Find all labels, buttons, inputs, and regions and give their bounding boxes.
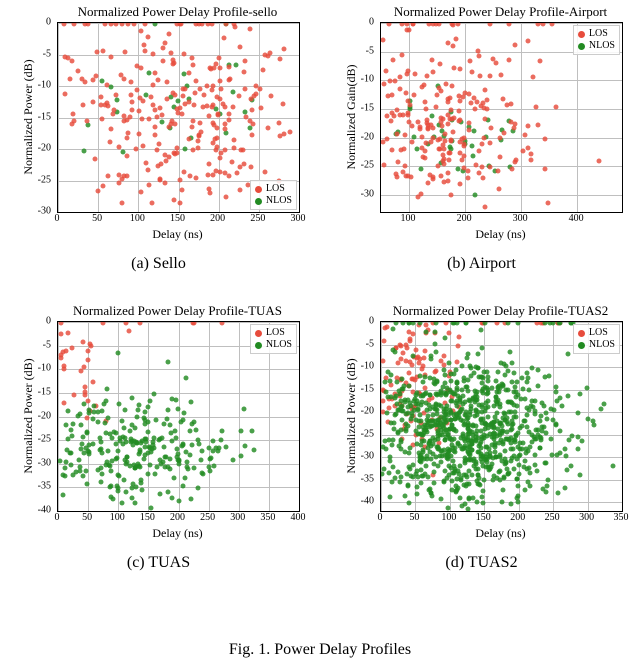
- nlos-legend-marker: [578, 43, 585, 50]
- xtick: 100: [110, 512, 125, 523]
- ytick: -35: [334, 473, 374, 484]
- xlabel: Delay (ns): [475, 526, 525, 541]
- xtick: 250: [250, 213, 265, 224]
- panel-grid: Normalized Power Delay Profile-selloLOSN…: [0, 0, 640, 572]
- legend: LOSNLOS: [573, 25, 620, 55]
- plot-box: Normalized Power Delay Profile-selloLOSN…: [11, 4, 306, 249]
- plot-title: Normalized Power Delay Profile-TUAS2: [380, 303, 621, 319]
- sub-caption: (a) Sello: [131, 255, 186, 273]
- ylabel: Normalized Gain(dB): [344, 64, 359, 169]
- xtick: 300: [291, 213, 306, 224]
- plot-box: Normalized Power Delay Profile-TUAS2LOSN…: [334, 303, 629, 548]
- plot-box: Normalized Power Delay Profile-TUAS LOSNL…: [11, 303, 306, 548]
- xtick: 0: [55, 512, 60, 523]
- xtick: 300: [579, 512, 594, 523]
- panel-tuas2: Normalized Power Delay Profile-TUAS2LOSN…: [329, 303, 634, 572]
- los-legend-marker: [255, 330, 262, 337]
- nlos-legend-marker: [255, 198, 262, 205]
- ytick: -5: [334, 45, 374, 56]
- plot-area: LOSNLOS: [380, 22, 623, 213]
- xtick: 350: [260, 512, 275, 523]
- page-root: Normalized Power Delay Profile-selloLOSN…: [0, 0, 640, 659]
- sub-caption: (c) TUAS: [127, 554, 190, 572]
- plot-title: Normalized Power Delay Profile-TUAS: [57, 303, 298, 319]
- panel-airport: Normalized Power Delay Profile-Airport LO…: [329, 4, 634, 273]
- ylabel: Normalized Power (dB): [21, 59, 36, 174]
- plot-box: Normalized Power Delay Profile-Airport LO…: [334, 4, 629, 249]
- legend: LOSNLOS: [250, 324, 297, 354]
- ytick: 0: [11, 316, 51, 327]
- xtick: 100: [130, 213, 145, 224]
- ytick: -25: [11, 174, 51, 185]
- xtick: 150: [140, 512, 155, 523]
- xtick: 150: [170, 213, 185, 224]
- xtick: 100: [441, 512, 456, 523]
- panel-sello: Normalized Power Delay Profile-selloLOSN…: [6, 4, 311, 273]
- ylabel: Normalized Power (dB): [21, 358, 36, 473]
- xtick: 50: [92, 213, 102, 224]
- nlos-legend-label: NLOS: [589, 339, 615, 351]
- figure-caption: Fig. 1. Power Delay Profiles: [229, 641, 411, 659]
- xtick: 200: [170, 512, 185, 523]
- plot-area: LOSNLOS: [380, 321, 623, 512]
- xlabel: Delay (ns): [152, 526, 202, 541]
- ytick: 0: [334, 316, 374, 327]
- ytick: 0: [11, 17, 51, 28]
- xtick: 200: [457, 213, 472, 224]
- nlos-legend-marker: [578, 342, 585, 349]
- los-legend-label: LOS: [589, 28, 608, 40]
- ytick: -35: [11, 481, 51, 492]
- xtick: 350: [614, 512, 629, 523]
- plot-title: Normalized Power Delay Profile-sello: [57, 4, 298, 20]
- nlos-legend-label: NLOS: [266, 195, 292, 207]
- xtick: 50: [409, 512, 419, 523]
- sub-caption: (d) TUAS2: [445, 554, 517, 572]
- xtick: 150: [476, 512, 491, 523]
- nlos-legend-marker: [255, 342, 262, 349]
- xtick: 50: [82, 512, 92, 523]
- xtick: 250: [545, 512, 560, 523]
- legend: LOSNLOS: [250, 180, 297, 210]
- xlabel: Delay (ns): [152, 227, 202, 242]
- ylabel: Normalized Power (dB): [344, 358, 359, 473]
- ytick: 0: [334, 17, 374, 28]
- plot-area: LOSNLOS: [57, 321, 300, 512]
- ytick: -5: [11, 48, 51, 59]
- los-legend-label: LOS: [266, 327, 285, 339]
- los-legend-marker: [578, 330, 585, 337]
- los-legend-marker: [255, 186, 262, 193]
- xtick: 400: [569, 213, 584, 224]
- nlos-legend-label: NLOS: [266, 339, 292, 351]
- xtick: 300: [513, 213, 528, 224]
- xtick: 0: [378, 512, 383, 523]
- plot-title: Normalized Power Delay Profile-Airport: [380, 4, 621, 20]
- ytick: -30: [11, 206, 51, 217]
- xtick: 200: [210, 213, 225, 224]
- xtick: 200: [510, 512, 525, 523]
- xtick: 0: [55, 213, 60, 224]
- panel-tuas: Normalized Power Delay Profile-TUAS LOSNL…: [6, 303, 311, 572]
- los-legend-label: LOS: [266, 183, 285, 195]
- sub-caption: (b) Airport: [447, 255, 516, 273]
- xtick: 400: [291, 512, 306, 523]
- legend: LOSNLOS: [573, 324, 620, 354]
- xtick: 100: [401, 213, 416, 224]
- ytick: -40: [334, 496, 374, 507]
- xtick: 300: [230, 512, 245, 523]
- ytick: -30: [334, 188, 374, 199]
- los-legend-label: LOS: [589, 327, 608, 339]
- ytick: -5: [11, 339, 51, 350]
- xtick: 250: [200, 512, 215, 523]
- ytick: -40: [11, 505, 51, 516]
- plot-area: LOSNLOS: [57, 22, 300, 213]
- los-legend-marker: [578, 31, 585, 38]
- ytick: -5: [334, 338, 374, 349]
- xlabel: Delay (ns): [475, 227, 525, 242]
- nlos-legend-label: NLOS: [589, 40, 615, 52]
